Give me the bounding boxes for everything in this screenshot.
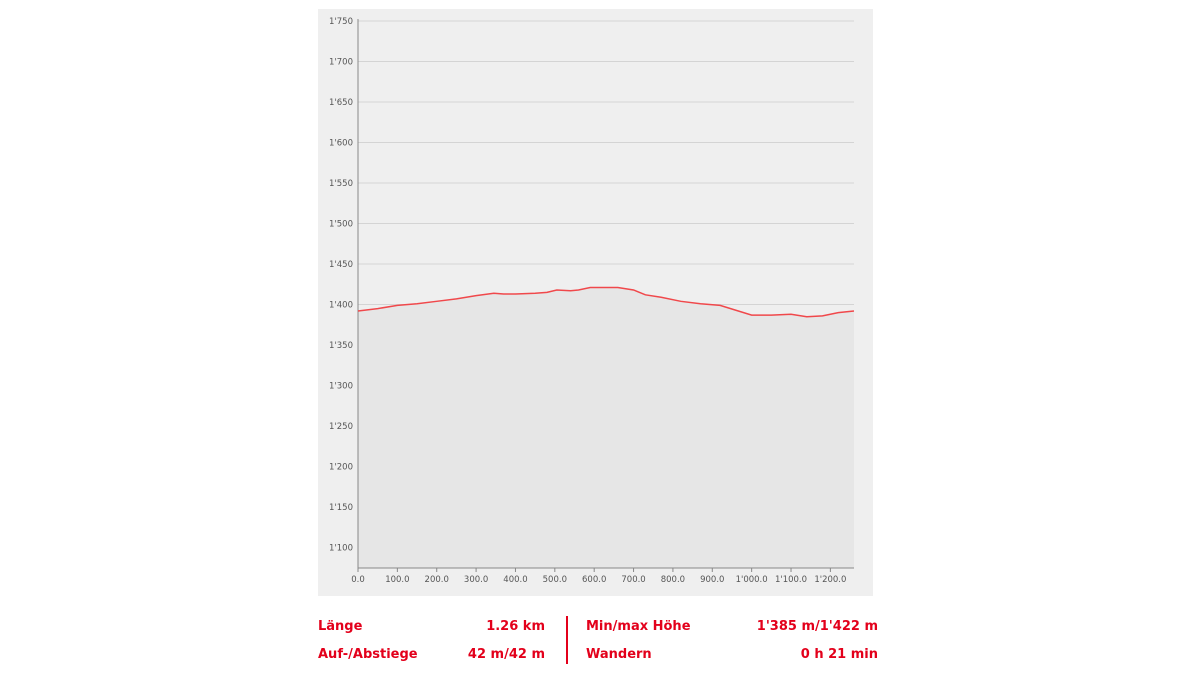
y-tick-label: 1'600	[329, 139, 353, 149]
x-tick-label: 0.0	[351, 575, 365, 585]
x-tick-label: 300.0	[464, 575, 488, 585]
y-tick-label: 1'550	[329, 179, 353, 189]
y-tick-label: 1'500	[329, 220, 353, 230]
y-tick-label: 1'200	[329, 463, 353, 473]
length-label: Länge	[318, 619, 363, 634]
hiking-time-value: 0 h 21 min	[800, 647, 878, 662]
x-tick-label: 500.0	[543, 575, 567, 585]
x-tick-label: 400.0	[503, 575, 527, 585]
x-tick-label: 600.0	[582, 575, 606, 585]
elevation-area	[358, 287, 854, 568]
x-tick-label: 1'000.0	[736, 575, 768, 585]
route-stats: Länge 1.26 km Auf-/Abstiege 42 m/42 m Mi…	[318, 612, 878, 670]
elevation-profile-line	[357, 286, 855, 318]
x-tick-label: 1'100.0	[775, 575, 807, 585]
elevation-chart-panel: 1'750 1'700 1'650 1'600 1'550 1'500 1'450 1'400…	[318, 9, 873, 596]
ascent-descent-label: Auf-/Abstiege	[318, 647, 418, 662]
hiking-time-label: Wandern	[586, 647, 652, 662]
x-tick-label: 700.0	[621, 575, 645, 585]
y-tick-label: 1'400	[329, 301, 353, 311]
x-tick-label: 200.0	[425, 575, 449, 585]
axes	[357, 19, 854, 572]
x-tick-label: 1'200.0	[814, 575, 846, 585]
min-max-height-label: Min/max Höhe	[586, 619, 691, 634]
y-tick-label: 1'350	[329, 341, 353, 351]
y-tick-label: 1'150	[329, 503, 353, 513]
x-tick-label: 800.0	[661, 575, 685, 585]
stats-divider	[566, 616, 568, 664]
min-max-height-value: 1'385 m/1'422 m	[756, 619, 878, 634]
y-tick-label: 1'650	[329, 98, 353, 108]
y-tick-label: 1'100	[329, 544, 353, 554]
y-tick-label: 1'300	[329, 382, 353, 392]
elevation-chart: 1'750 1'700 1'650 1'600 1'550 1'500 1'450 1'400…	[329, 17, 855, 585]
y-tick-label: 1'450	[329, 260, 353, 270]
length-value: 1.26 km	[486, 619, 545, 634]
y-tick-labels: 1'750 1'700 1'650 1'600 1'550 1'500 1'450 1'400…	[329, 17, 353, 554]
y-tick-label: 1'700	[329, 58, 353, 68]
y-tick-label: 1'250	[329, 422, 353, 432]
y-tick-label: 1'750	[329, 17, 353, 27]
x-tick-label: 900.0	[700, 575, 724, 585]
ascent-descent-value: 42 m/42 m	[467, 647, 545, 662]
x-tick-labels: 0.0 100.0 200.0 300.0 400.0 500.0 600.0 700.0 80…	[351, 575, 846, 585]
x-tick-label: 100.0	[385, 575, 409, 585]
